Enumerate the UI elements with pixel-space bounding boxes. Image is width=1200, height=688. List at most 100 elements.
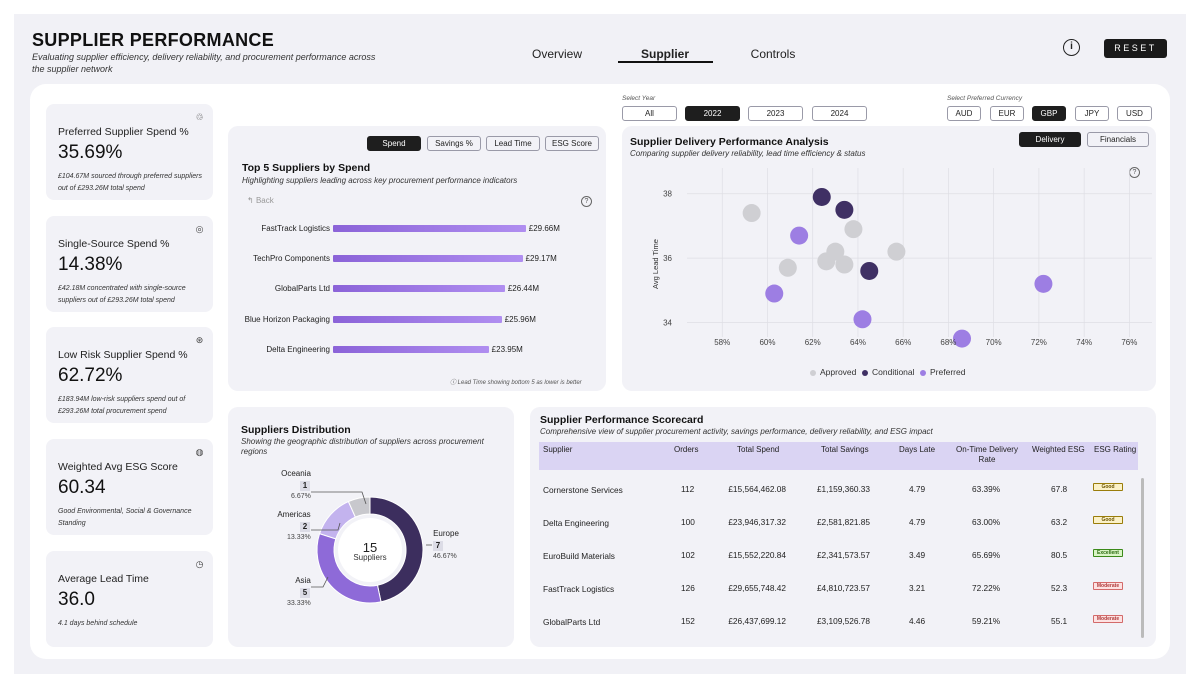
help-icon[interactable]: ? — [581, 196, 592, 207]
scatter-point-approved[interactable] — [778, 258, 797, 277]
table-scrollbar[interactable] — [1141, 478, 1144, 638]
x-tick-label: 66% — [895, 338, 911, 347]
legend-swatch — [810, 369, 816, 376]
scatter-point-approved[interactable] — [826, 242, 845, 261]
region-label-asia: Asia — [295, 576, 311, 585]
kpi-value: 35.69% — [58, 142, 123, 163]
view-tab-delivery[interactable]: Delivery — [1019, 132, 1081, 147]
metric-tab-savings[interactable]: Savings % — [427, 136, 481, 151]
column-header-total-savings[interactable]: Total Savings — [821, 445, 869, 454]
year-option-all[interactable]: All — [622, 106, 677, 121]
scatter-point-approved[interactable] — [844, 220, 863, 239]
donut-center-label: Suppliers — [353, 553, 387, 562]
info-icon[interactable]: i — [1063, 39, 1080, 56]
kpi-title: Weighted Avg ESG Score — [58, 461, 178, 473]
delivery-title: Supplier Delivery Performance Analysis — [630, 136, 829, 148]
scatter-point-conditional[interactable] — [812, 187, 831, 206]
tab-overview[interactable]: Overview — [531, 47, 582, 61]
bar-fasttrack[interactable] — [333, 225, 526, 232]
cell-otd: 72.22% — [972, 583, 1001, 593]
top5-subtitle: Highlighting suppliers leading across ke… — [242, 176, 518, 185]
scorecard-subtitle: Comprehensive view of supplier procureme… — [540, 427, 933, 436]
risk-icon: ⊛ — [195, 335, 204, 345]
view-tab-financials[interactable]: Financials — [1087, 132, 1149, 147]
cell-days-late: 3.49 — [909, 550, 926, 560]
bar-globalparts[interactable] — [333, 285, 505, 292]
reset-button[interactable]: RESET — [1104, 39, 1167, 58]
region-pct-europe: 46.67% — [433, 553, 457, 560]
cell-esg: 67.8 — [1051, 484, 1068, 494]
scatter-point-approved[interactable] — [742, 204, 761, 223]
scatter-point-preferred[interactable] — [1034, 274, 1053, 293]
bar-delta[interactable] — [333, 346, 489, 353]
kpi-value: 62.72% — [58, 365, 123, 386]
tab-supplier[interactable]: Supplier — [640, 47, 689, 61]
x-tick-label: 68% — [940, 338, 956, 347]
delivery-scatter-chart: 58% 60% 62% 64% 66% 68% 70% 72% 74% 76% 34 36 38 Avg… — [651, 168, 1152, 348]
y-tick-label: 34 — [663, 318, 672, 327]
kpi-value: 36.0 — [58, 589, 95, 610]
cell-savings: £4,810,723.57 — [816, 583, 870, 593]
legend-conditional[interactable]: Conditional — [862, 367, 915, 377]
cell-orders: 112 — [681, 484, 695, 494]
bar-blue-horizon[interactable] — [333, 316, 502, 323]
esg-rating-badge: Moderate — [1093, 582, 1123, 590]
scatter-point-conditional[interactable] — [860, 261, 879, 280]
cell-days-late: 3.21 — [909, 583, 926, 593]
column-header-esg-rating[interactable]: ESG Rating — [1094, 445, 1137, 454]
scatter-point-preferred[interactable] — [790, 226, 809, 245]
donut-slice-oceania[interactable] — [347, 496, 371, 518]
column-header-weighted-esg[interactable]: Weighted ESG — [1032, 445, 1085, 454]
currency-option-jpy[interactable]: JPY — [1075, 106, 1109, 121]
year-option-2024[interactable]: 2024 — [812, 106, 867, 121]
donut-leader-lines — [311, 491, 432, 588]
column-header-total-spend[interactable]: Total Spend — [737, 445, 780, 454]
kpi-note: 4.1 days behind schedule — [58, 620, 138, 627]
bar-value-label: £25.96M — [504, 315, 536, 324]
column-header-otd-rate[interactable]: On-Time Delivery Rate — [956, 445, 1018, 464]
scatter-point-conditional[interactable] — [835, 200, 854, 219]
kpi-title: Single-Source Spend % — [58, 238, 170, 250]
kpi-card-esg: ◍ Weighted Avg ESG Score 60.34 Good Envi… — [46, 439, 213, 535]
scatter-point-preferred[interactable] — [765, 284, 784, 303]
cell-days-late: 4.79 — [909, 484, 926, 494]
cell-supplier: FastTrack Logistics — [543, 584, 615, 594]
tab-controls[interactable]: Controls — [750, 47, 796, 61]
region-pct-americas: 13.33% — [287, 534, 311, 541]
metric-tab-spend[interactable]: Spend — [367, 136, 421, 151]
scatter-point-approved[interactable] — [835, 255, 854, 274]
legend-label: Conditional — [872, 367, 915, 377]
esg-rating-badge: Good — [1093, 516, 1123, 524]
delivery-analysis-card — [622, 126, 1156, 391]
donut-center-value: 15 — [362, 540, 378, 555]
distribution-title: Suppliers Distribution — [241, 424, 351, 436]
kpi-note: £183.94M low-risk suppliers spend out of… — [58, 396, 186, 415]
scatter-point-preferred[interactable] — [853, 310, 872, 329]
column-header-supplier[interactable]: Supplier — [543, 445, 573, 454]
metric-tab-esg[interactable]: ESG Score — [545, 136, 599, 151]
cell-savings: £1,159,360.33 — [816, 484, 870, 494]
legend-preferred[interactable]: Preferred — [920, 367, 965, 377]
year-option-2022[interactable]: 2022 — [685, 106, 740, 121]
cell-esg: 55.1 — [1051, 616, 1068, 626]
column-header-orders[interactable]: Orders — [674, 445, 699, 454]
column-header-days-late[interactable]: Days Late — [899, 445, 936, 454]
bar-value-label: £29.66M — [528, 224, 560, 233]
back-button[interactable]: ↰ Back — [247, 196, 274, 205]
legend-label: Approved — [820, 367, 857, 377]
y-axis-label: Avg Lead Time — [651, 239, 660, 289]
bar-techpro[interactable] — [333, 255, 523, 262]
scatter-point-approved[interactable] — [887, 242, 906, 261]
currency-filter-label: Select Preferred Currency — [947, 95, 1023, 102]
currency-option-eur[interactable]: EUR — [990, 106, 1024, 121]
metric-tab-lead-time[interactable]: Lead Time — [486, 136, 540, 151]
cell-esg: 52.3 — [1051, 583, 1068, 593]
legend-approved[interactable]: Approved — [810, 367, 856, 377]
cell-savings: £2,581,821.85 — [816, 517, 870, 527]
scatter-point-preferred[interactable] — [953, 329, 971, 348]
currency-option-gbp[interactable]: GBP — [1032, 106, 1066, 121]
currency-option-aud[interactable]: AUD — [947, 106, 981, 121]
year-option-2023[interactable]: 2023 — [748, 106, 803, 121]
currency-option-usd[interactable]: USD — [1117, 106, 1152, 121]
kpi-value: 60.34 — [58, 477, 106, 498]
